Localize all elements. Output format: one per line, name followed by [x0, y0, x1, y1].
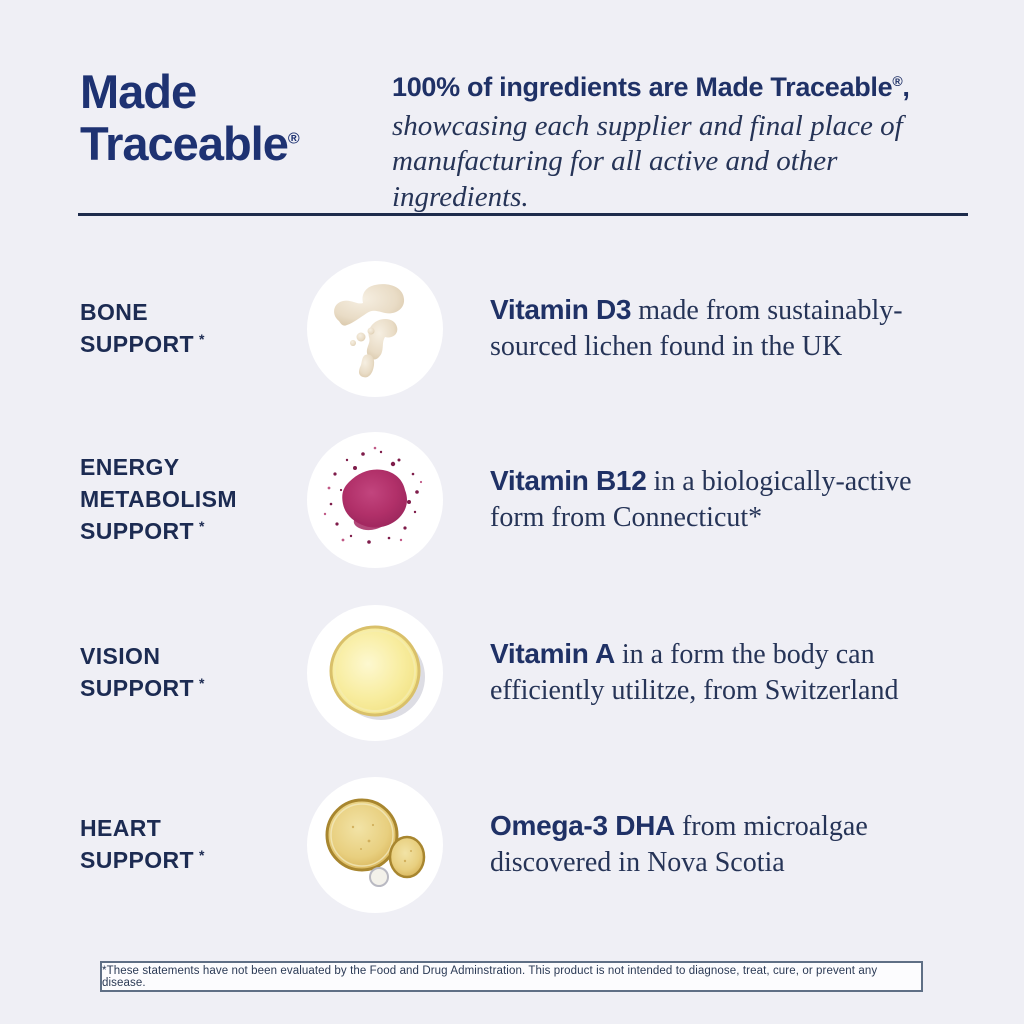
- cream-liquid-icon: [307, 261, 443, 397]
- asterisk: *: [198, 517, 205, 534]
- magenta-powder-swatch-image: [300, 430, 450, 570]
- golden-oil-droplets-icon: [307, 777, 443, 913]
- ingredient-detail: in a biologically-active form from Conne…: [490, 466, 912, 533]
- ingredient-row-bone-support: BONE SUPPORT * Vitam: [80, 254, 968, 404]
- benefit-word: SUPPORT: [80, 847, 194, 873]
- header-divider: [78, 213, 968, 216]
- registered-mark: ®: [892, 73, 903, 89]
- ingredient-name: Omega-3 DHA: [490, 810, 675, 842]
- golden-oil-droplets-swatch-image: [300, 775, 450, 915]
- ingredient-detail: made from sustainably-sourced lichen fou…: [490, 295, 903, 362]
- ingredient-name: Vitamin A: [490, 638, 615, 670]
- fda-disclaimer-box: *These statements have not been evaluate…: [100, 961, 923, 992]
- benefit-label-bone: BONE SUPPORT *: [80, 297, 300, 360]
- ingredient-row-heart-support: HEART SUPPORT *: [80, 770, 968, 920]
- yellow-oil-dish-swatch-image: [300, 603, 450, 743]
- ingredient-detail: in a form the body can efficiently utili…: [490, 639, 899, 706]
- tagline-bold-text: 100% of ingredients are Made Traceable: [392, 72, 893, 102]
- header-tagline: 100% of ingredients are Made Traceable®,…: [392, 70, 962, 215]
- tagline-comma: ,: [902, 72, 910, 102]
- benefit-line: BONE: [80, 299, 149, 326]
- benefit-line: METABOLISM: [80, 486, 237, 513]
- ingredient-desc-omega3-dha: Omega-3 DHA from microalgae discovered i…: [490, 809, 958, 880]
- yellow-oil-dish-icon: [307, 605, 443, 741]
- brand-line2: Traceable: [80, 116, 289, 170]
- asterisk: *: [198, 331, 205, 347]
- benefit-line: SUPPORT *: [80, 329, 300, 361]
- benefit-line: VISION: [80, 643, 161, 670]
- magenta-powder-icon: [307, 432, 443, 568]
- brand-line1: Made: [80, 65, 197, 118]
- tagline-bold: 100% of ingredients are Made Traceable®,: [392, 70, 962, 105]
- ingredient-row-vision-support: VISION SUPPORT * Vitamin A in a form the …: [80, 598, 968, 748]
- asterisk: *: [198, 675, 205, 691]
- benefit-label-energy: ENERGY METABOLISM SUPPORT *: [80, 452, 300, 547]
- ingredient-name: Vitamin D3: [490, 294, 632, 326]
- brand-title: Made Traceable®: [80, 66, 300, 169]
- benefit-line: HEART: [80, 815, 162, 842]
- benefit-line: SUPPORT *: [80, 673, 300, 705]
- benefit-label-heart: HEART SUPPORT *: [80, 813, 300, 876]
- fda-disclaimer-text: *These statements have not been evaluate…: [102, 964, 878, 989]
- ingredient-row-energy-metabolism: ENERGY METABOLISM SUPPORT *: [80, 425, 968, 575]
- ingredient-desc-vitamin-d3: Vitamin D3 made from sustainably-sourced…: [490, 293, 958, 364]
- registered-mark: ®: [287, 130, 300, 148]
- ingredient-desc-vitamin-a: Vitamin A in a form the body can efficie…: [490, 637, 958, 708]
- benefit-line: SUPPORT *: [80, 516, 300, 548]
- cream-liquid-swatch-image: [300, 259, 450, 399]
- ingredient-name: Vitamin B12: [490, 465, 647, 497]
- benefit-label-vision: VISION SUPPORT *: [80, 641, 300, 704]
- tagline-italic: showcasing each supplier and final place…: [392, 110, 903, 213]
- ingredient-desc-vitamin-b12: Vitamin B12 in a biologically-active for…: [490, 464, 958, 535]
- benefit-word: SUPPORT: [80, 675, 194, 701]
- benefit-line: ENERGY: [80, 454, 180, 481]
- ingredient-detail: from microalgae discovered in Nova Scoti…: [490, 811, 868, 878]
- benefit-word: SUPPORT: [80, 517, 194, 544]
- asterisk: *: [198, 847, 205, 863]
- benefit-word: SUPPORT: [80, 331, 194, 357]
- benefit-line: SUPPORT *: [80, 845, 300, 877]
